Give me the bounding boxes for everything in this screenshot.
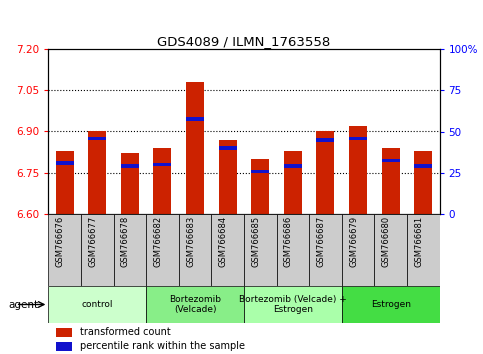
Bar — [81, 214, 114, 286]
Bar — [342, 214, 374, 286]
Text: GSM766679: GSM766679 — [349, 216, 358, 267]
Bar — [179, 214, 212, 286]
Bar — [48, 214, 81, 286]
Bar — [316, 138, 334, 142]
Bar — [154, 163, 171, 166]
Bar — [219, 140, 237, 214]
Bar — [251, 170, 269, 173]
Bar — [186, 82, 204, 214]
Text: transformed count: transformed count — [80, 327, 170, 337]
Bar — [121, 164, 139, 168]
Bar — [88, 137, 106, 140]
Bar — [48, 286, 146, 323]
Bar — [414, 164, 432, 168]
Bar — [114, 214, 146, 286]
Bar — [186, 117, 204, 121]
Bar — [342, 286, 440, 323]
Bar — [146, 286, 244, 323]
Text: percentile rank within the sample: percentile rank within the sample — [80, 341, 244, 351]
Text: GSM766682: GSM766682 — [154, 216, 162, 267]
Bar — [276, 214, 309, 286]
Text: Bortezomib (Velcade) +
Estrogen: Bortezomib (Velcade) + Estrogen — [239, 295, 347, 314]
Bar — [56, 328, 72, 337]
Text: GSM766685: GSM766685 — [251, 216, 260, 267]
Text: GSM766678: GSM766678 — [121, 216, 130, 267]
Bar — [56, 151, 73, 214]
Bar — [407, 214, 440, 286]
Bar — [382, 148, 399, 214]
Text: agent: agent — [9, 299, 39, 309]
Text: GSM766680: GSM766680 — [382, 216, 391, 267]
Bar — [121, 154, 139, 214]
Bar — [349, 126, 367, 214]
Bar — [284, 164, 302, 168]
Bar — [349, 137, 367, 140]
Bar — [244, 214, 277, 286]
Text: GSM766687: GSM766687 — [316, 216, 326, 267]
Bar — [251, 159, 269, 214]
Text: GSM766676: GSM766676 — [56, 216, 65, 267]
Text: control: control — [82, 300, 113, 309]
Bar — [219, 146, 237, 150]
Text: GSM766684: GSM766684 — [219, 216, 227, 267]
Text: GSM766686: GSM766686 — [284, 216, 293, 267]
Title: GDS4089 / ILMN_1763558: GDS4089 / ILMN_1763558 — [157, 35, 330, 48]
Bar — [154, 148, 171, 214]
Text: Bortezomib
(Velcade): Bortezomib (Velcade) — [169, 295, 221, 314]
Bar — [212, 214, 244, 286]
Bar — [374, 214, 407, 286]
Text: Estrogen: Estrogen — [370, 300, 411, 309]
Bar — [382, 159, 399, 162]
Bar — [309, 214, 342, 286]
Bar — [56, 161, 73, 165]
Text: GSM766683: GSM766683 — [186, 216, 195, 267]
Bar — [146, 214, 179, 286]
Text: GSM766681: GSM766681 — [414, 216, 423, 267]
Text: GSM766677: GSM766677 — [88, 216, 97, 267]
Bar — [244, 286, 342, 323]
Bar — [414, 151, 432, 214]
Bar — [316, 131, 334, 214]
Bar — [88, 131, 106, 214]
Bar — [56, 342, 72, 351]
Bar — [284, 151, 302, 214]
